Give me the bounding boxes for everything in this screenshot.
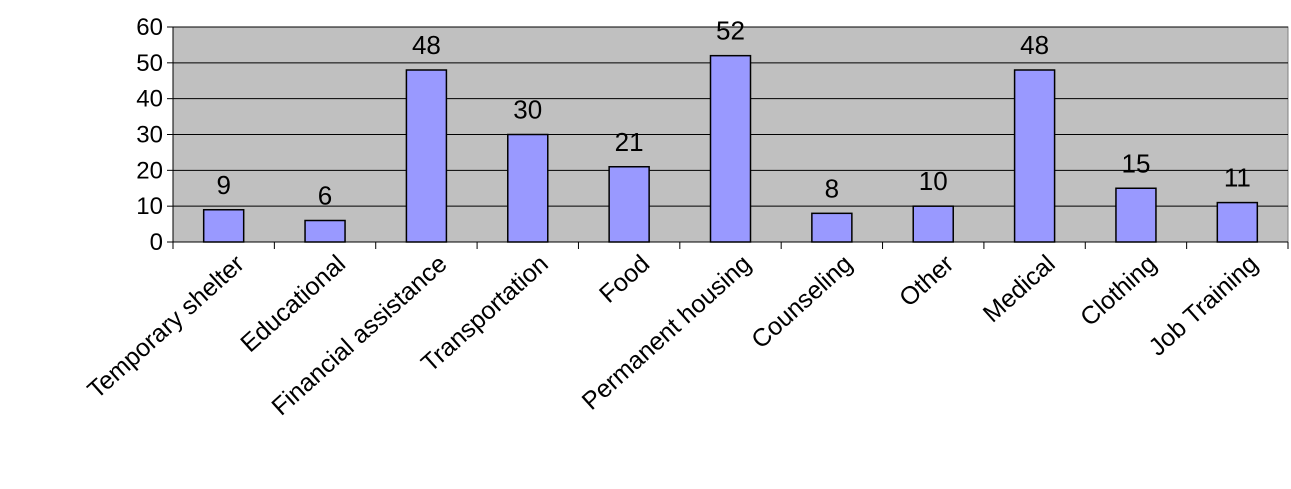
bar — [304, 219, 346, 243]
bar — [912, 205, 954, 243]
y-axis: 0 10 20 30 40 50 60 — [136, 14, 174, 256]
bar — [709, 54, 752, 243]
y-tick-label: 0 — [150, 229, 163, 256]
x-tick-label: Food — [594, 250, 655, 309]
bar — [1115, 187, 1157, 243]
bar — [507, 133, 549, 243]
x-tick-label: Clothing — [1075, 250, 1162, 332]
data-label: 48 — [412, 30, 441, 60]
y-tick-label: 30 — [136, 122, 163, 149]
x-tick-label: Financial assistance — [266, 250, 452, 421]
data-label: 8 — [825, 173, 839, 203]
data-label: 6 — [318, 181, 332, 211]
bar — [202, 209, 245, 243]
data-label: 48 — [1020, 30, 1049, 60]
x-tick-label: Temporary shelter — [82, 250, 249, 405]
data-label: 30 — [513, 95, 542, 125]
data-label: 52 — [716, 16, 745, 46]
bar — [1013, 69, 1056, 243]
bar — [608, 166, 650, 243]
x-tick-label: Medical — [978, 250, 1061, 328]
x-tick-label: Other — [894, 250, 959, 313]
y-tick-label: 50 — [136, 50, 163, 77]
y-tick-label: 40 — [136, 86, 163, 113]
y-tick-label: 10 — [136, 193, 163, 220]
y-tick-label: 20 — [136, 157, 163, 184]
data-label: 10 — [919, 166, 948, 196]
x-tick-label: Permanent housing — [577, 250, 757, 416]
x-tick-label: Counseling — [746, 250, 858, 355]
data-label: 21 — [615, 127, 644, 157]
data-label: 11 — [1224, 163, 1251, 193]
bar — [405, 69, 448, 243]
bar — [1216, 201, 1259, 243]
bars: 9 6 48 30 21 52 8 10 48 15 11 — [202, 16, 1259, 243]
data-label: 15 — [1121, 148, 1150, 178]
bar — [811, 212, 853, 243]
data-label: 9 — [216, 170, 230, 200]
x-tick-label: Job Training — [1143, 250, 1263, 362]
y-tick-label: 60 — [136, 14, 163, 41]
